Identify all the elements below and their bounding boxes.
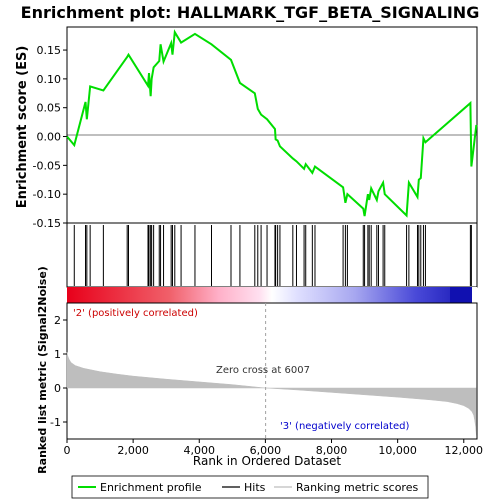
x-axis-label: Rank in Ordered Dataset <box>193 454 341 468</box>
x-axis-ticks: 0 2,000 4,000 6,000 8,000 10,000 12,000 <box>64 439 484 457</box>
legend-hits-label: Hits <box>244 481 266 494</box>
rank-color-bar-extra <box>450 287 472 303</box>
es-y-tick-label: 0.15 <box>37 44 62 57</box>
zero-cross-annotation: Zero cross at 6007 <box>216 365 310 376</box>
x-tick-label: 10,000 <box>378 444 417 457</box>
es-y-tick-label: 0.05 <box>37 102 62 115</box>
es-y-tick-label: -0.05 <box>33 159 61 172</box>
metric-y-tick-label: 1 <box>54 348 61 361</box>
metric-y-axis-label: Ranked list metric (Signal2Noise) <box>36 266 49 474</box>
x-tick-label: 8,000 <box>316 444 348 457</box>
enrichment-profile-line <box>66 29 478 218</box>
metric-panel: -1 0 1 2 <box>50 302 478 440</box>
es-y-tick-label: -0.15 <box>33 217 61 230</box>
x-tick-label: 12,000 <box>445 444 484 457</box>
chart-title: Enrichment plot: HALLMARK_TGF_BETA_SIGNA… <box>21 3 480 22</box>
x-tick-label: 0 <box>64 444 71 457</box>
positive-annotation: '2' (positively correlated) <box>73 308 198 319</box>
es-y-tick-label: 0.10 <box>37 73 62 86</box>
x-tick-label: 4,000 <box>184 444 216 457</box>
negative-annotation: '3' (negatively correlated) <box>280 421 409 432</box>
ranking-metric-area <box>66 352 477 436</box>
metric-y-tick-label: 2 <box>54 314 61 327</box>
es-y-axis-label: Enrichment score (ES) <box>15 46 30 209</box>
rank-color-bar-end <box>472 287 477 303</box>
legend: Enrichment profile Hits Ranking metric s… <box>71 475 429 499</box>
es-y-ticks: -0.15 -0.10 -0.05 0.00 0.05 0.10 0.15 <box>33 44 67 230</box>
metric-y-tick-label: -1 <box>50 416 61 429</box>
x-tick-label: 6,000 <box>250 444 282 457</box>
metric-y-ticks: -1 0 1 2 <box>50 314 67 429</box>
es-panel: -0.15 -0.10 -0.05 0.00 0.05 0.10 0.15 <box>33 26 478 230</box>
metric-y-tick-label: 0 <box>54 382 61 395</box>
es-y-tick-label: -0.10 <box>33 188 61 201</box>
x-tick-label: 2,000 <box>117 444 149 457</box>
legend-frame <box>71 475 429 499</box>
hits-panel <box>66 222 478 288</box>
metric-panel-frame <box>66 302 478 440</box>
rank-color-bar <box>67 287 477 303</box>
legend-enrichment-label: Enrichment profile <box>100 481 202 494</box>
legend-metric-label: Ranking metric scores <box>296 481 418 494</box>
hit-lines <box>73 225 472 286</box>
es-y-tick-label: 0.00 <box>37 131 62 144</box>
